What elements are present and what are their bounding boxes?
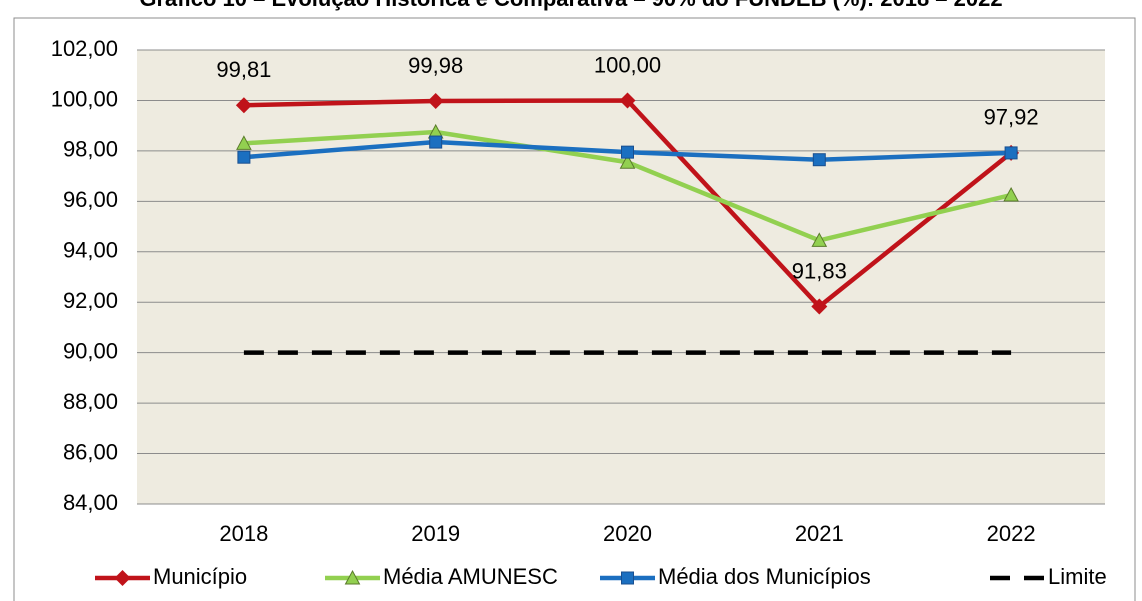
marker: [114, 570, 131, 586]
marker: [344, 569, 361, 585]
data-label: 99,81: [216, 57, 271, 82]
y-tick-label: 86,00: [63, 439, 118, 464]
marker: [619, 92, 636, 109]
marker: [619, 154, 636, 169]
y-tick-label: 100,00: [51, 86, 118, 111]
data-label: 97,92: [984, 105, 1039, 130]
chart-border: [13, 17, 1136, 601]
data-label: 99,98: [408, 53, 463, 78]
y-tick-label: 84,00: [63, 490, 118, 515]
y-tick-label: 90,00: [63, 338, 118, 363]
marker: [621, 145, 634, 159]
marker: [621, 571, 634, 585]
x-tick-label: 2018: [219, 521, 268, 546]
y-tick-label: 92,00: [63, 288, 118, 313]
marker: [237, 150, 251, 164]
legend-label: Limite: [1048, 564, 1107, 589]
plot-area: [137, 50, 1105, 504]
marker: [1003, 186, 1019, 202]
marker: [427, 92, 444, 109]
y-tick-label: 88,00: [63, 389, 118, 414]
marker: [235, 97, 252, 114]
marker: [236, 135, 252, 150]
marker: [811, 298, 828, 315]
y-tick-label: 98,00: [63, 137, 118, 162]
legend-label: Município: [153, 564, 247, 589]
y-tick-label: 94,00: [63, 238, 118, 263]
legend-label: Média dos Municípios: [658, 564, 871, 589]
x-tick-label: 2022: [987, 521, 1036, 546]
chart-title: Gráfico 10 – Evolução Histórica e Compar…: [139, 0, 1002, 11]
marker: [812, 153, 826, 167]
y-tick-label: 96,00: [63, 187, 118, 212]
y-tick-label: 102,00: [51, 36, 118, 61]
marker: [811, 232, 828, 247]
data-label: 91,83: [792, 258, 847, 283]
data-label: 100,00: [594, 52, 661, 77]
marker: [429, 135, 443, 149]
x-tick-label: 2021: [795, 521, 844, 546]
legend-label: Média AMUNESC: [383, 564, 558, 589]
x-tick-label: 2019: [411, 521, 460, 546]
marker: [1004, 146, 1018, 160]
x-tick-label: 2020: [603, 521, 652, 546]
